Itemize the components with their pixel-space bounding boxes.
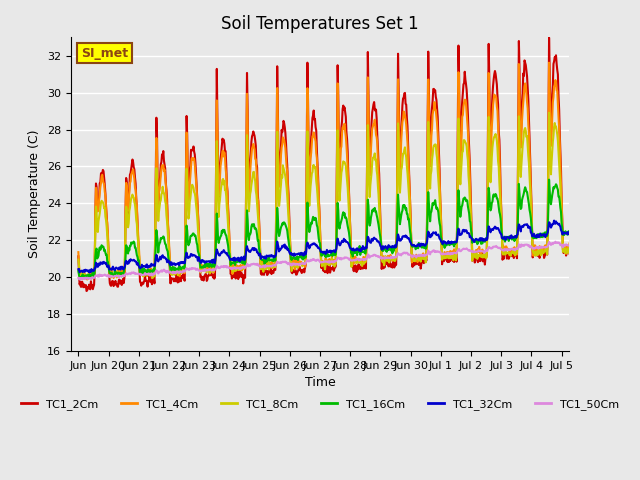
Title: Soil Temperatures Set 1: Soil Temperatures Set 1 [221,15,419,33]
X-axis label: Time: Time [305,376,335,389]
Legend: TC1_2Cm, TC1_4Cm, TC1_8Cm, TC1_16Cm, TC1_32Cm, TC1_50Cm: TC1_2Cm, TC1_4Cm, TC1_8Cm, TC1_16Cm, TC1… [16,395,624,414]
Y-axis label: Soil Temperature (C): Soil Temperature (C) [28,130,41,258]
Text: SI_met: SI_met [81,47,128,60]
